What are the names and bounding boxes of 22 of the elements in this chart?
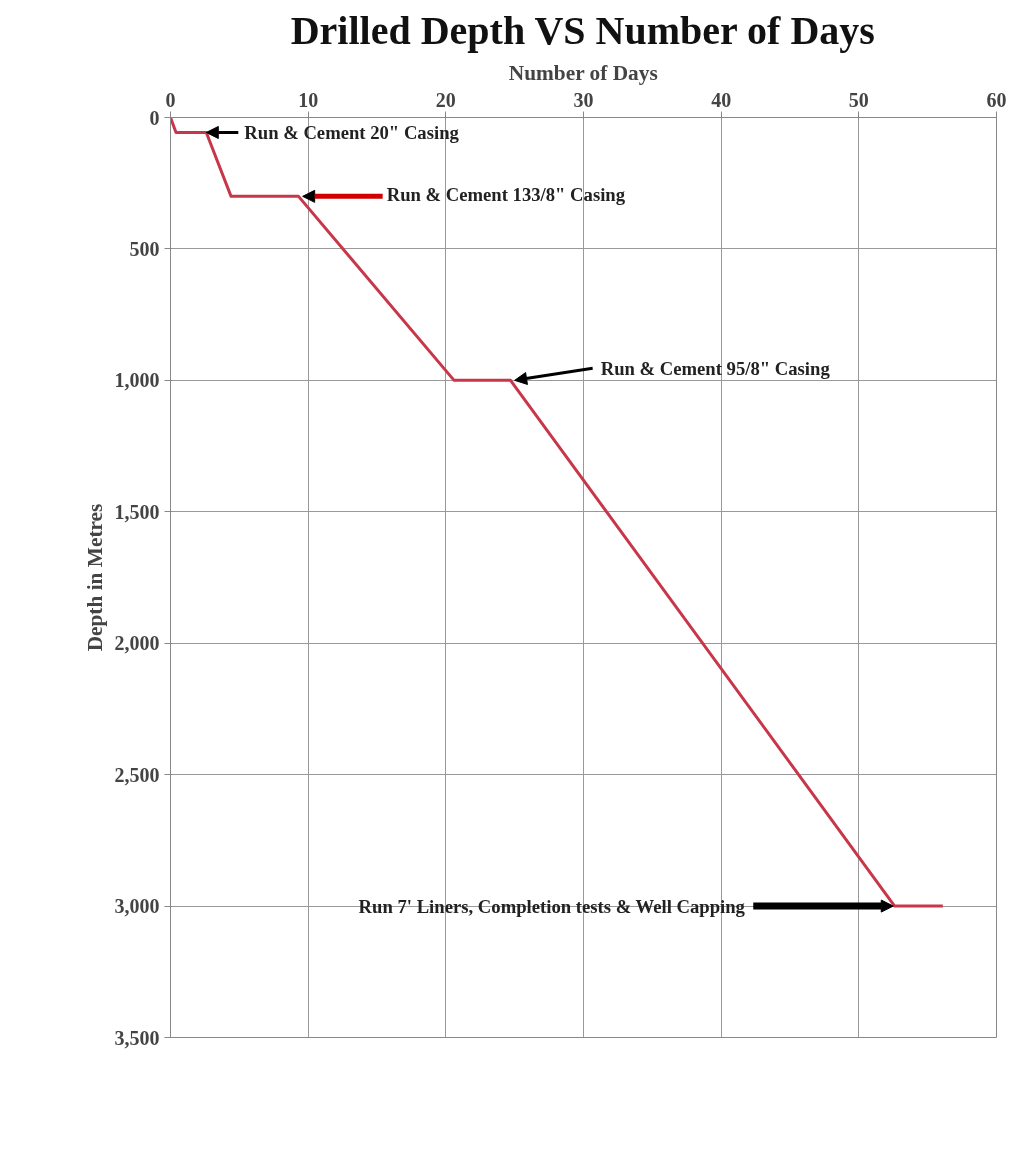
annotation: Run & Cement 133/8" Casing [386,183,626,205]
y-tick-label: 2,500 [114,763,160,786]
x-tick-label: 30 [573,88,594,111]
annotation: Run & Cement 95/8" Casing [600,357,831,379]
y-tick-label: 0 [149,106,160,129]
y-tick-label: 1,000 [114,369,160,392]
y-tick-label: 500 [129,237,160,260]
chart-title: Drilled Depth VS Number of Days [290,7,875,53]
x-axis-title: Number of Days [508,60,658,85]
x-tick-label: 0 [165,88,176,111]
y-axis-title: Depth in Metres [82,503,107,652]
x-tick-label: 10 [298,88,319,111]
y-tick-label: 1,500 [114,500,160,523]
x-tick-label: 50 [848,88,869,111]
x-tick-label: 20 [435,88,456,111]
y-tick-label: 3,500 [114,1026,160,1049]
x-tick-label: 40 [711,88,732,111]
annotation: Run 7' Liners, Completion tests & Well Capping [358,895,746,917]
y-tick-label: 2,000 [114,632,160,655]
y-tick-label: 3,000 [114,895,160,918]
annotation: Run & Cement 20" Casing [244,121,460,143]
x-tick-label: 60 [986,88,1007,111]
